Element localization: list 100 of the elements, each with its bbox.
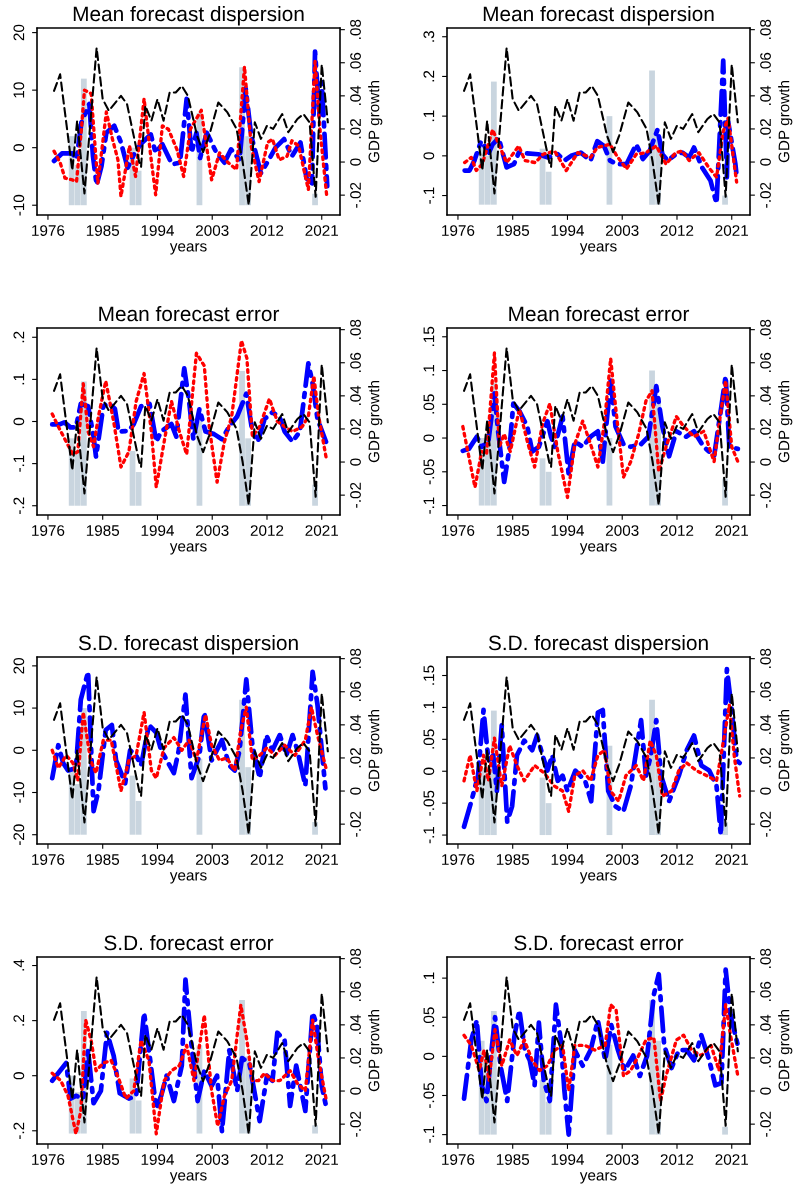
y2-tick-label: -.02 <box>760 811 771 837</box>
y2-tick-label: .04 <box>760 1014 771 1035</box>
y-tick-label: .15 <box>423 665 435 685</box>
x-axis-title: years <box>169 243 207 255</box>
y2-tick-label: 0 <box>350 787 361 795</box>
y2-axis-title: GDP growth <box>778 1010 793 1092</box>
y2-tick-label: .04 <box>350 1014 361 1035</box>
x-tick-label: 2012 <box>660 225 694 236</box>
x-tick-label: 1976 <box>32 225 65 236</box>
x-tick-label: 2003 <box>606 1154 639 1165</box>
y-tick-label: 0 <box>13 1072 25 1080</box>
y-tick-label: -20 <box>13 824 25 846</box>
y2-tick-label: .02 <box>760 119 771 139</box>
x-tick-label: 2012 <box>660 525 694 536</box>
y-tick-label: .1 <box>423 972 435 984</box>
bar <box>312 1125 318 1134</box>
y2-axis-title: GDP growth <box>368 381 383 463</box>
y2-tick-label: .02 <box>350 748 361 768</box>
line-series <box>53 675 329 836</box>
y2-tick-label: .02 <box>350 419 361 439</box>
y-tick-label: -.05 <box>423 790 435 816</box>
chart-title: S.D. forecast error <box>104 934 274 951</box>
x-tick-label: 1994 <box>551 525 585 536</box>
y-tick-label: 0 <box>13 746 25 754</box>
y-tick-label: .4 <box>13 959 25 971</box>
y2-axis-title: GDP growth <box>778 710 793 792</box>
y2-axis-title: GDP growth <box>368 710 383 792</box>
y2-tick-label: .02 <box>350 1048 361 1068</box>
y2-tick-label: -.02 <box>350 182 361 208</box>
x-tick-label: 1994 <box>551 225 585 236</box>
line-series <box>49 669 328 814</box>
x-tick-label: 1994 <box>551 1154 585 1165</box>
y-tick-label: -.1 <box>423 826 435 844</box>
y2-tick-label: 0 <box>760 1087 771 1095</box>
y-tick-label: .2 <box>13 1015 25 1026</box>
bar <box>722 1126 728 1135</box>
y-tick-label: .05 <box>423 1007 435 1027</box>
y2-tick-label: .08 <box>350 19 361 39</box>
y2-tick-label: .08 <box>760 19 771 39</box>
x-tick-label: 1985 <box>86 525 120 536</box>
line-series <box>50 338 328 489</box>
x-tick-label: 2021 <box>715 854 748 865</box>
chart-title: S.D. forecast dispersion <box>488 634 708 655</box>
y-tick-label: 0 <box>423 767 435 775</box>
y-tick-label: .1 <box>423 110 435 122</box>
x-tick-label: 2003 <box>196 1154 229 1165</box>
x-tick-label: 1985 <box>496 854 530 865</box>
y-tick-label: .3 <box>423 31 435 42</box>
y-tick-label: .1 <box>423 701 435 713</box>
y2-axis-title: GDP growth <box>368 1010 383 1092</box>
chart-title: S.D. forecast dispersion <box>78 634 298 655</box>
y-tick-label: -.2 <box>13 497 25 514</box>
y2-tick-label: .08 <box>350 948 361 968</box>
x-tick-label: 2012 <box>250 1154 284 1165</box>
line-series <box>53 346 329 507</box>
x-tick-label: 1985 <box>86 225 120 236</box>
y-tick-label: -.05 <box>423 459 435 485</box>
y-tick-label: 10 <box>13 82 25 98</box>
y-tick-label: .1 <box>13 373 25 385</box>
y2-tick-label: -.02 <box>350 811 361 837</box>
y-tick-label: 0 <box>13 417 25 426</box>
x-tick-label: 2021 <box>305 225 338 236</box>
x-tick-label: 2021 <box>305 1154 338 1165</box>
x-tick-label: 2021 <box>305 525 338 536</box>
y2-tick-label: -.02 <box>350 1111 361 1137</box>
x-tick-label: 2012 <box>660 854 694 865</box>
x-tick-label: 1985 <box>496 1154 530 1165</box>
y2-tick-label: .04 <box>350 85 361 106</box>
x-tick-label: 2012 <box>250 525 284 536</box>
x-tick-label: 2021 <box>715 525 748 536</box>
y2-tick-label: .04 <box>760 85 771 106</box>
x-tick-label: 1994 <box>141 525 175 536</box>
x-tick-label: 1985 <box>496 525 530 536</box>
chart-title: S.D. forecast error <box>514 934 684 951</box>
y2-tick-label: -.02 <box>760 1111 771 1137</box>
y2-axis-title: GDP growth <box>778 81 793 163</box>
x-tick-label: 1976 <box>32 1154 65 1165</box>
x-tick-label: 1976 <box>442 854 475 865</box>
y2-tick-label: .06 <box>760 681 771 701</box>
x-tick-label: 2003 <box>606 225 639 236</box>
x-tick-label: 2003 <box>196 854 229 865</box>
y-tick-label: .2 <box>423 70 435 82</box>
y2-tick-label: 0 <box>760 787 771 795</box>
x-tick-label: 1976 <box>32 854 65 865</box>
x-tick-label: 2003 <box>196 225 229 236</box>
x-tick-label: 2021 <box>715 225 748 236</box>
x-axis-title: years <box>169 1172 207 1184</box>
chart-title: Mean forecast error <box>99 305 280 322</box>
x-tick-label: 2012 <box>250 225 284 236</box>
y2-tick-label: .02 <box>760 419 771 439</box>
line-series <box>462 1003 740 1103</box>
y2-axis-title: GDP growth <box>368 81 383 163</box>
y2-tick-label: -.02 <box>760 482 771 508</box>
y2-tick-label: .06 <box>760 52 771 72</box>
x-tick-label: 2003 <box>606 525 639 536</box>
x-tick-label: 2003 <box>196 525 229 536</box>
y2-tick-label: .06 <box>350 981 361 1001</box>
y2-tick-label: 0 <box>760 458 771 466</box>
x-axis-title: years <box>579 243 617 255</box>
y-tick-label: -.1 <box>423 187 435 204</box>
